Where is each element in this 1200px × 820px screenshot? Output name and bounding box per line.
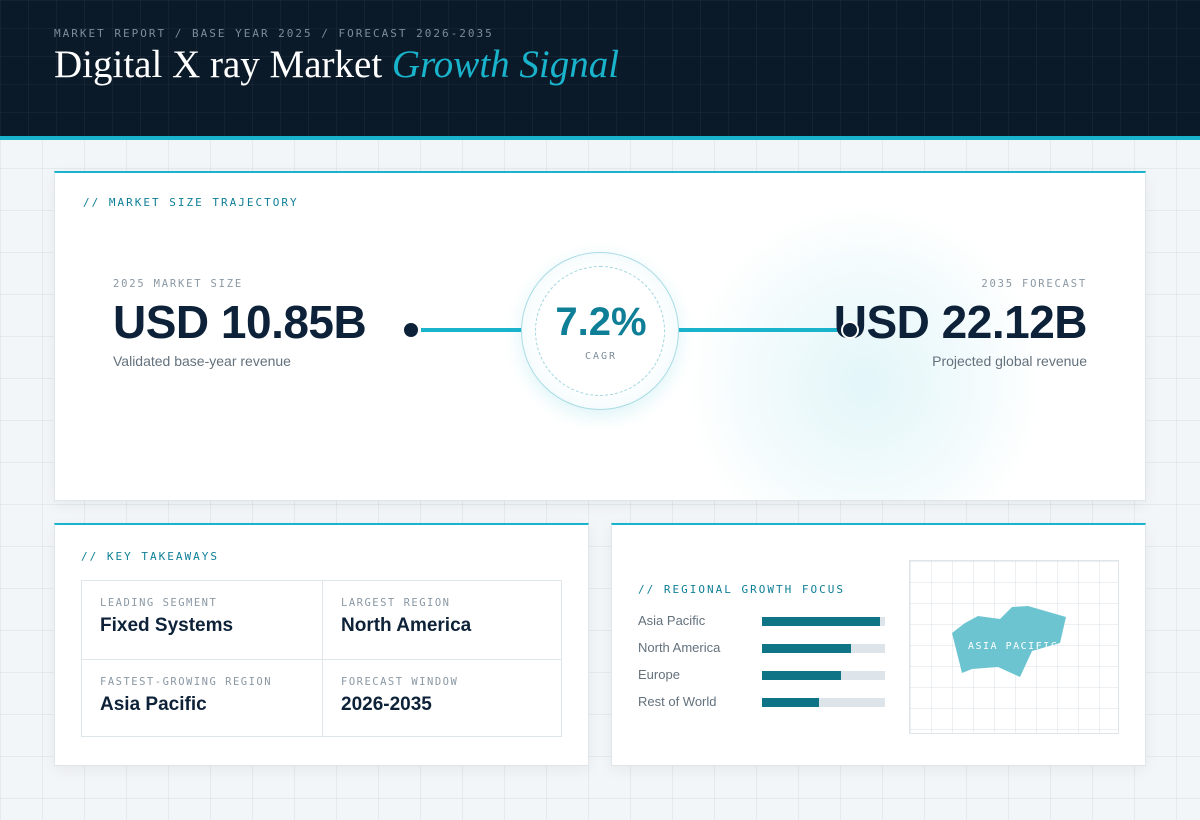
asia-pacific-map-shape: [952, 606, 1066, 677]
takeaway-label: LEADING SEGMENT: [100, 597, 218, 609]
region-name: Rest of World: [638, 694, 717, 709]
section-label-takeaways: // KEY TAKEAWAYS: [81, 550, 219, 563]
takeaway-label: LARGEST REGION: [341, 597, 451, 609]
key-takeaways-card: // KEY TAKEAWAYS LEADING SEGMENT Fixed S…: [54, 523, 589, 766]
background-glow: [685, 203, 1045, 500]
region-bar-fill: [762, 698, 819, 707]
region-bar-fill: [762, 644, 851, 653]
page-header: MARKET REPORT / BASE YEAR 2025 / FORECAS…: [0, 0, 1200, 140]
takeaway-label: FORECAST WINDOW: [341, 676, 459, 688]
regional-growth-card: // REGIONAL GROWTH FOCUS Asia Pacific No…: [611, 523, 1146, 766]
region-name: North America: [638, 640, 721, 655]
cagr-value: 7.2%: [555, 300, 647, 344]
region-bar-track: [762, 671, 885, 680]
takeaway-value: 2026-2035: [341, 694, 432, 715]
breadcrumb: MARKET REPORT / BASE YEAR 2025 / FORECAS…: [54, 27, 494, 40]
takeaway-value: North America: [341, 615, 472, 636]
cagr-label: CAGR: [584, 351, 618, 362]
takeaways-grid: LEADING SEGMENT Fixed Systems LARGEST RE…: [81, 580, 562, 737]
base-year-label: 2025 MARKET SIZE: [113, 278, 243, 290]
page-title: Digital X ray Market Growth Signal: [54, 42, 619, 87]
takeaway-forecast-window: FORECAST WINDOW 2026-2035: [322, 659, 562, 737]
takeaway-value: Asia Pacific: [100, 694, 207, 715]
region-bar-fill: [762, 671, 841, 680]
forecast-marker: [841, 321, 859, 339]
takeaway-largest-region: LARGEST REGION North America: [322, 581, 562, 659]
trajectory-line-right: [677, 328, 849, 332]
region-name: Asia Pacific: [638, 613, 706, 628]
section-label-trajectory: // MARKET SIZE TRAJECTORY: [83, 196, 299, 209]
region-bar-track: [762, 644, 885, 653]
market-size-trajectory-card: // MARKET SIZE TRAJECTORY 2025 MARKET SI…: [54, 171, 1146, 501]
trajectory-line-left: [421, 328, 523, 332]
section-label-regional: // REGIONAL GROWTH FOCUS: [638, 583, 845, 596]
region-row-north-america: North America: [638, 638, 898, 658]
forecast-caption: Projected global revenue: [932, 353, 1087, 369]
cagr-badge: 7.2% CAGR: [521, 252, 679, 410]
region-row-asia-pacific: Asia Pacific: [638, 611, 898, 631]
cagr-badge-inner: 7.2% CAGR: [535, 266, 665, 396]
base-year-value: USD 10.85B: [113, 296, 367, 348]
region-row-europe: Europe: [638, 665, 898, 685]
forecast-value: USD 22.12B: [833, 296, 1088, 348]
takeaway-value: Fixed Systems: [100, 615, 234, 636]
region-name: Europe: [638, 667, 680, 682]
region-row-rest-of-world: Rest of World: [638, 692, 898, 712]
map-region-label: ASIA PACIFIC: [968, 641, 1059, 652]
forecast-label: 2035 FORECAST: [981, 278, 1087, 290]
takeaway-leading-segment: LEADING SEGMENT Fixed Systems: [82, 581, 322, 659]
region-bar-track: [762, 617, 885, 626]
base-year-caption: Validated base-year revenue: [113, 353, 291, 369]
page-title-main: Digital X ray Market: [54, 43, 383, 86]
region-bar-track: [762, 698, 885, 707]
page-title-accent: Growth Signal: [391, 43, 620, 86]
takeaway-label: FASTEST-GROWING REGION: [100, 676, 273, 688]
base-year-marker: [402, 321, 420, 339]
region-map: ASIA PACIFIC: [909, 560, 1119, 734]
takeaway-fastest-growing-region: FASTEST-GROWING REGION Asia Pacific: [82, 659, 322, 737]
region-bar-fill: [762, 617, 881, 626]
